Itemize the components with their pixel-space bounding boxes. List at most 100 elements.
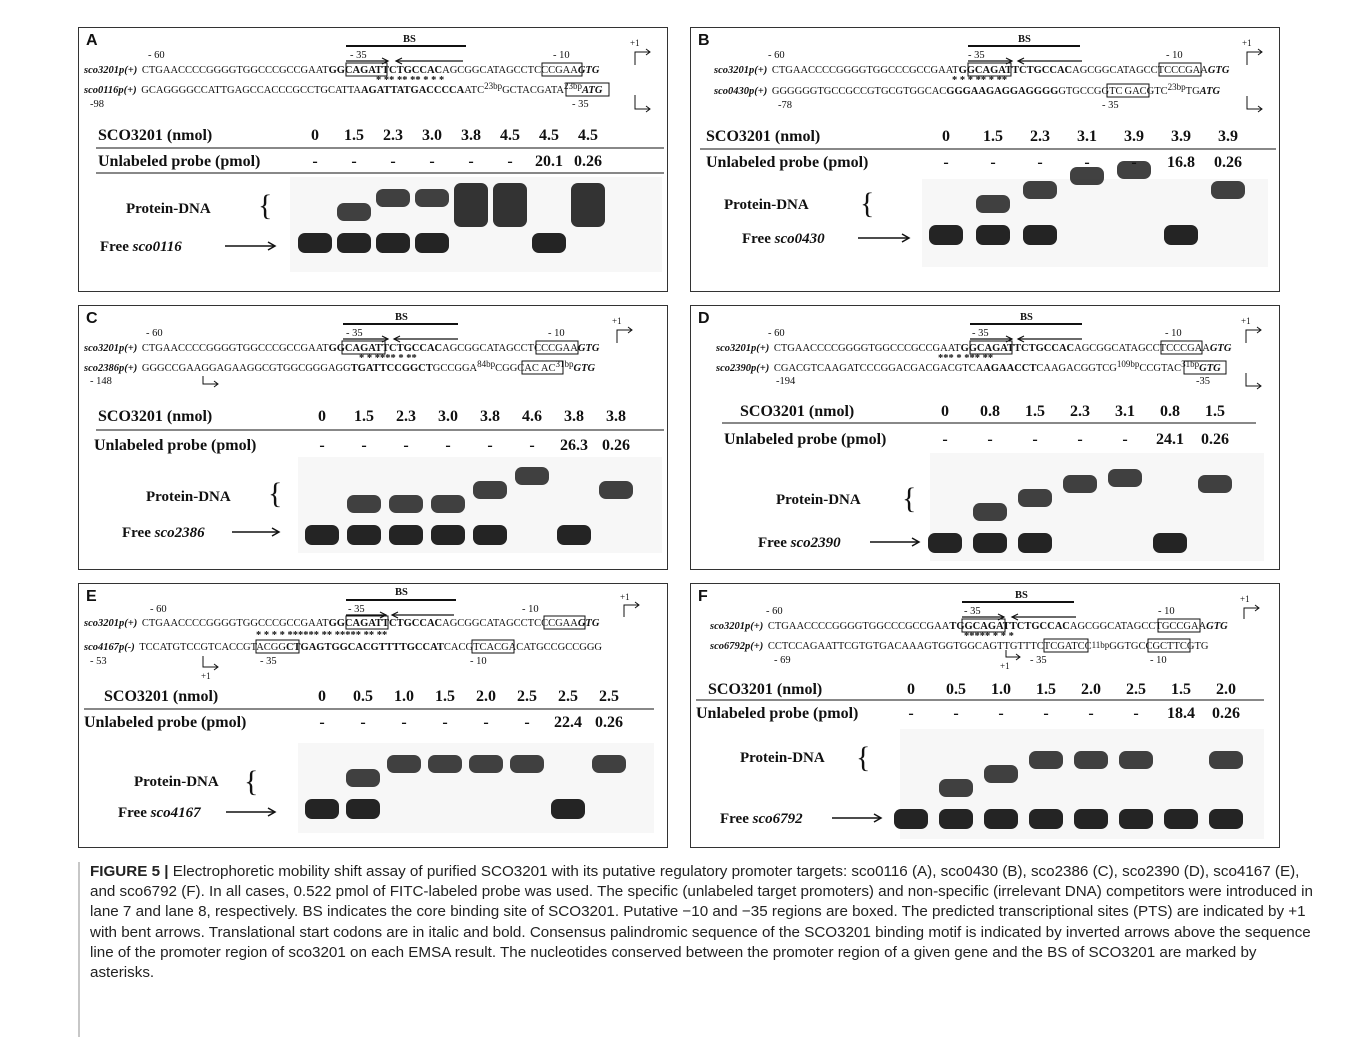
- svg-text:{: {: [258, 189, 272, 222]
- lane-nmol-value: 3.8: [480, 408, 500, 425]
- free-probe-band: [1018, 533, 1052, 553]
- asterisks: ***** * * *: [964, 631, 1014, 642]
- lane-unlabeled-value: -: [908, 705, 913, 722]
- svg-text:{: {: [244, 765, 258, 798]
- pos-m10: - 10: [522, 604, 539, 615]
- lane-unlabeled-value: 0.26: [595, 714, 623, 731]
- plus1-label: +1: [630, 38, 640, 48]
- nmol-label: SCO3201 (nmol): [706, 128, 820, 145]
- complex-band: [1198, 475, 1232, 493]
- free-probe-band: [298, 233, 332, 253]
- free-label: Free sco2386: [122, 525, 205, 541]
- lane-nmol-value: 3.8: [461, 127, 481, 144]
- lane-nmol-value: 2.3: [1030, 128, 1050, 145]
- seq-line-target: sco4167p(-) TCCATGTCCGTCACCGTACGGCTGAGTG…: [83, 642, 602, 653]
- free-probe-band: [939, 809, 973, 829]
- complex-band: [510, 755, 544, 773]
- figure-number: FIGURE 5 |: [90, 863, 169, 880]
- lane-unlabeled-value: -: [442, 714, 447, 731]
- lane-nmol-value: 1.5: [1171, 681, 1191, 698]
- complex-band: [1070, 167, 1104, 185]
- pos-m35: - 35: [972, 328, 989, 339]
- bs-label: BS: [395, 312, 408, 323]
- seq-line-target: sco6792p(+) CCTCCAGAATTCGTGTGACAAAGTGGTG…: [709, 640, 1209, 652]
- lane-unlabeled-value: 20.1: [535, 153, 563, 170]
- panel-d-figure: D BS - 60 - 35 - 10 +1 sco3201p(+) CTGAA…: [690, 305, 1280, 570]
- pos-left: - 69: [774, 655, 791, 666]
- complex-band: [389, 495, 423, 513]
- seq-line-target: sco0116p(+) GCAGGGGCCATTGAGCCACCCGCCTGCA…: [83, 81, 603, 96]
- complex-band: [493, 183, 527, 227]
- seq-line-ref: sco3201p(+) CTGAACCCCGGGGTGGCCCGCCGAATGG…: [715, 343, 1232, 354]
- plus1-label: +1: [1240, 594, 1250, 604]
- lane-unlabeled-value: -: [529, 437, 534, 454]
- free-probe-band: [929, 225, 963, 245]
- pos-m10: - 10: [548, 328, 565, 339]
- asterisks: * * * ** * **: [952, 75, 1007, 86]
- complex-band: [592, 755, 626, 773]
- lane-nmol-value: 0: [941, 403, 949, 420]
- caption-body: Electrophoretic mobility shift assay of …: [90, 863, 1313, 982]
- free-probe-band: [1074, 809, 1108, 829]
- svg-text:{: {: [268, 477, 282, 510]
- panel-d: D BS - 60 - 35 - 10 +1 sco3201p(+) CTGAA…: [690, 305, 1280, 570]
- nmol-label: SCO3201 (nmol): [104, 688, 218, 705]
- lane-unlabeled-value: -: [998, 705, 1003, 722]
- lane-unlabeled-value: -: [468, 153, 473, 170]
- panel-letter: E: [86, 588, 97, 605]
- lane-nmol-value: 0: [318, 408, 326, 425]
- complex-band: [431, 495, 465, 513]
- lane-nmol-value: 3.0: [438, 408, 458, 425]
- lane-unlabeled-value: 18.4: [1167, 705, 1195, 722]
- lane-nmol-value: 2.3: [1070, 403, 1090, 420]
- panel-letter: D: [698, 310, 710, 327]
- unlabeled-label: Unlabeled probe (pmol): [84, 714, 246, 731]
- unlabeled-label: Unlabeled probe (pmol): [696, 705, 858, 722]
- lane-unlabeled-value: -: [1043, 705, 1048, 722]
- lane-unlabeled-value: -: [445, 437, 450, 454]
- asterisks: * * * * ****** ** ***** ** **: [256, 630, 387, 641]
- complex-band: [1209, 751, 1243, 769]
- complex-band: [1029, 751, 1063, 769]
- panel-e-figure: E BS - 60 - 35 - 10 +1 sco3201p(+) CTGAA…: [78, 583, 668, 848]
- lane-unlabeled-value: -: [429, 153, 434, 170]
- lane-unlabeled-value: 0.26: [602, 437, 630, 454]
- lane-unlabeled-value: -: [987, 431, 992, 448]
- complex-band: [1018, 489, 1052, 507]
- complex-label: Protein-DNA: [776, 492, 861, 508]
- complex-label: Protein-DNA: [724, 197, 809, 213]
- lane-nmol-value: 2.3: [383, 127, 403, 144]
- complex-band: [515, 467, 549, 485]
- lane-nmol-value: 4.5: [539, 127, 559, 144]
- lane-nmol-value: 0: [942, 128, 950, 145]
- lane-unlabeled-value: -: [319, 714, 324, 731]
- free-probe-band: [473, 525, 507, 545]
- lane-nmol-value: 2.5: [1126, 681, 1146, 698]
- free-probe-band: [389, 525, 423, 545]
- complex-label: Protein-DNA: [134, 774, 219, 790]
- free-label: Free sco0430: [742, 231, 825, 247]
- complex-band: [346, 769, 380, 787]
- pos-m35: - 35: [348, 604, 365, 615]
- pos-m60: - 60: [148, 50, 165, 61]
- lane-unlabeled-value: -: [943, 154, 948, 171]
- seq-line-ref: sco3201p(+) CTGAACCCCGGGGTGGCCCGCCGAATGG…: [709, 621, 1228, 632]
- free-probe-band: [431, 525, 465, 545]
- free-probe-band: [973, 533, 1007, 553]
- lane-nmol-value: 2.0: [476, 688, 496, 705]
- lane-nmol-value: 2.0: [1216, 681, 1236, 698]
- lane-nmol-value: 0: [907, 681, 915, 698]
- free-probe-band: [305, 799, 339, 819]
- svg-text:{: {: [856, 741, 870, 774]
- free-label: Free sco6792: [720, 811, 803, 827]
- complex-band: [469, 755, 503, 773]
- lane-unlabeled-value: 26.3: [560, 437, 588, 454]
- pos-m35: - 35: [346, 328, 363, 339]
- complex-band: [1117, 161, 1151, 179]
- seq-line-target: sco2390p(+) CGACGTCAAGATCCCGGACGACGACGTC…: [715, 359, 1221, 374]
- panel-letter: B: [698, 32, 710, 49]
- asterisks: * ** ** ** * * *: [376, 75, 444, 86]
- complex-band: [337, 203, 371, 221]
- lane-unlabeled-value: -: [507, 153, 512, 170]
- panel-a-figure: A BS - 60 - 35 - 10 +1 sco3201p(+) CTGAA…: [78, 27, 668, 292]
